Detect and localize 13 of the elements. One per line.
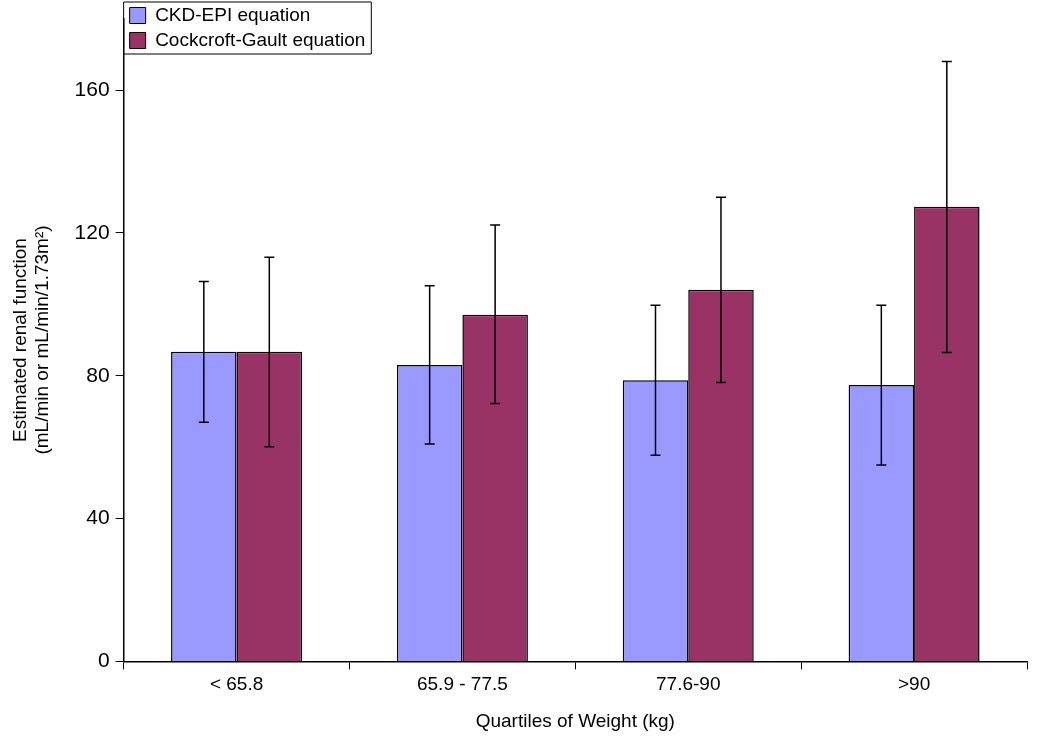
y-tick-label: 160 [74, 76, 110, 100]
y-tick-label: 40 [86, 505, 110, 529]
x-axis-title: Quartiles of Weight (kg) [475, 709, 675, 731]
legend-label: CKD-EPI equation [155, 3, 311, 25]
y-axis-title: Estimated renal function (mL/min or mL/min/1.73m²) [8, 225, 53, 455]
y-tick-label: 120 [74, 219, 110, 243]
x-tick-label: >90 [897, 673, 931, 695]
x-tick-label: 77.6-90 [656, 673, 721, 695]
x-tick-label: 65.9 - 77.5 [416, 673, 508, 695]
x-tick-label: < 65.8 [209, 673, 264, 695]
y-tick-label: 80 [86, 362, 110, 386]
y-tick-label: 0 [97, 648, 110, 672]
legend-label: Cockcroft-Gault equation [155, 28, 366, 50]
